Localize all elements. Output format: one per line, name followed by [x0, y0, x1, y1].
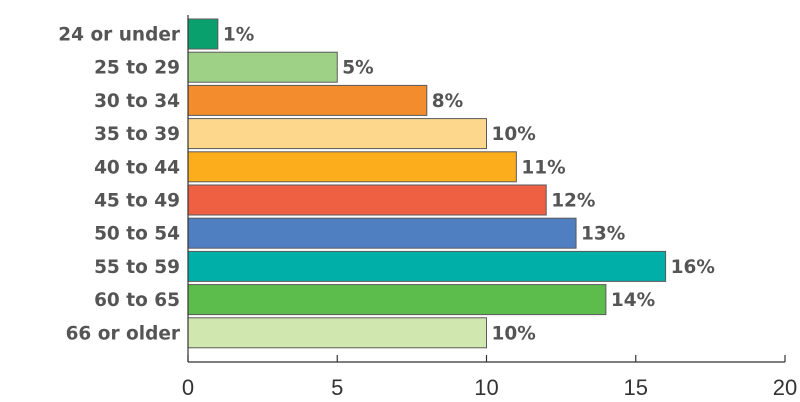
- bar: [187, 84, 428, 116]
- data-label: 13%: [581, 224, 625, 245]
- bar: [187, 118, 487, 150]
- data-label: 11%: [521, 157, 565, 178]
- bar: [187, 250, 667, 282]
- category-label: 24 or under: [58, 25, 181, 46]
- data-label: 1%: [223, 25, 254, 46]
- x-tick-label: 20: [773, 375, 797, 400]
- category-label: 45 to 49: [94, 191, 180, 212]
- category-label: 35 to 39: [94, 124, 180, 145]
- value-labels: 1% 5% 8% 10% 11% 12% 13% 16% 14% 10%: [223, 25, 715, 345]
- category-label: 55 to 59: [94, 257, 180, 278]
- x-tick-label: 15: [624, 375, 648, 400]
- bar: [187, 151, 517, 183]
- data-label: 10%: [492, 124, 536, 145]
- category-label: 40 to 44: [94, 157, 180, 178]
- data-label: 14%: [611, 290, 655, 311]
- x-tick-label: 0: [182, 375, 194, 400]
- bar: [187, 18, 219, 50]
- bar: [187, 317, 487, 349]
- category-label: 30 to 34: [94, 91, 180, 112]
- data-label: 12%: [551, 191, 595, 212]
- category-label: 66 or older: [66, 323, 181, 344]
- bar: [187, 217, 577, 249]
- bars-group: [187, 18, 667, 349]
- x-axis-ticks: 0 5 10 15 20: [182, 355, 797, 400]
- category-label: 50 to 54: [94, 224, 180, 245]
- data-label: 5%: [342, 58, 373, 79]
- x-tick-label: 10: [474, 375, 498, 400]
- bar: [187, 284, 607, 316]
- data-label: 16%: [671, 257, 715, 278]
- x-tick-label: 5: [331, 375, 343, 400]
- data-label: 10%: [492, 323, 536, 344]
- category-label: 25 to 29: [94, 58, 180, 79]
- bar: [187, 184, 547, 216]
- data-label: 8%: [432, 91, 463, 112]
- category-label: 60 to 65: [94, 290, 180, 311]
- bar: [187, 51, 338, 83]
- category-labels: 24 or under 25 to 29 30 to 34 35 to 39 40 to…: [58, 25, 181, 345]
